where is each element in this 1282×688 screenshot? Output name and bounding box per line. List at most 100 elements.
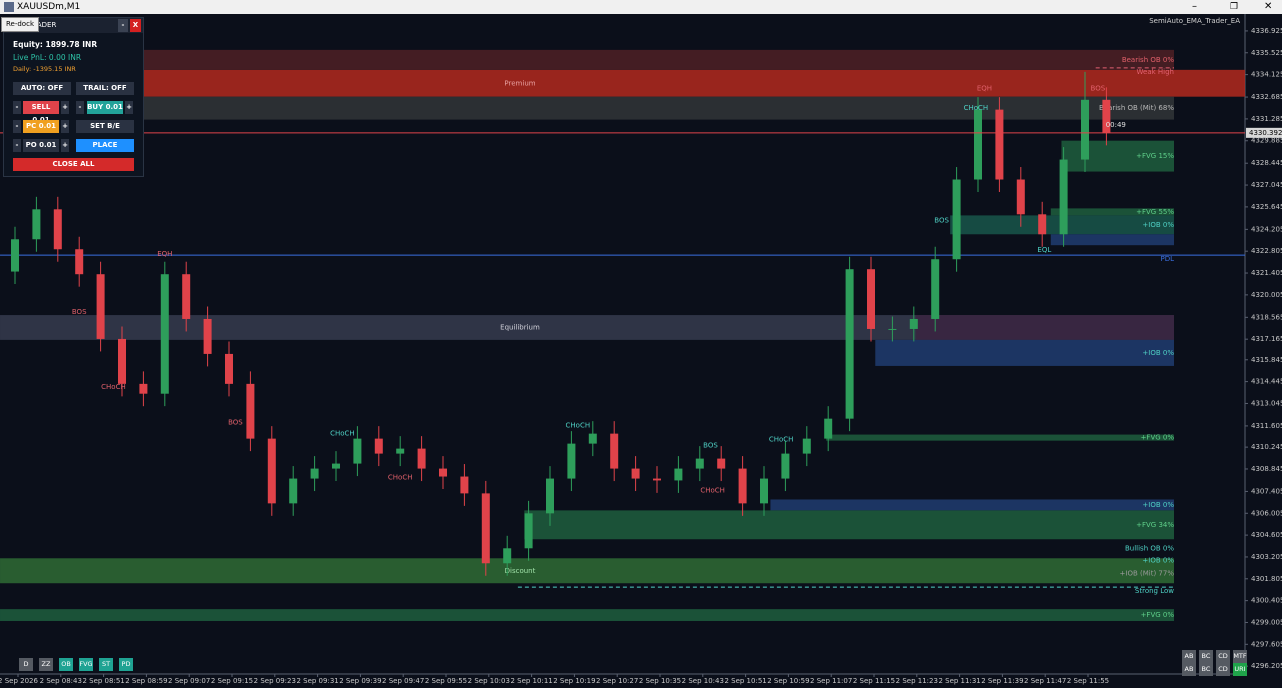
time-label: 2 Sep 10:11 [510, 677, 552, 685]
zone [770, 499, 1174, 511]
pc-minus[interactable]: - [13, 120, 21, 133]
candle-body [610, 433, 619, 469]
price-tick-label: 4328.445 [1251, 159, 1282, 167]
level-label: Strong Low [1135, 587, 1174, 595]
trail-button[interactable]: TRAIL: OFF [76, 82, 134, 95]
po-button[interactable]: PO 0.01 [23, 139, 59, 152]
candle-body [225, 353, 233, 384]
toolbar-button[interactable]: MTF [1233, 650, 1247, 663]
zone-label: +IOB 0% [1142, 221, 1174, 229]
price-tick-label: 4306.005 [1251, 509, 1282, 517]
close-all-button[interactable]: CLOSE ALL [13, 158, 134, 171]
price-tick-label: 4297.605 [1251, 640, 1282, 648]
time-label: 2 Sep 10:19 [553, 677, 595, 685]
toolbar-button[interactable]: ZZ [39, 658, 53, 671]
buy-minus[interactable]: - [76, 101, 84, 114]
candle-body [1081, 99, 1089, 160]
price-tick-label: 4299.005 [1251, 618, 1282, 626]
pc-plus[interactable]: + [61, 120, 69, 133]
zone-label: Bearish OB 0% [1122, 56, 1175, 64]
candle-body [888, 328, 897, 330]
structure-label: EQH [157, 250, 172, 258]
sell-minus[interactable]: - [13, 101, 21, 114]
zone [0, 609, 1174, 621]
area [0, 558, 1174, 584]
pc-button[interactable]: PC 0.01 [23, 120, 59, 133]
price-tick-label: 4327.045 [1251, 181, 1282, 189]
price-tick-label: 4296.205 [1251, 662, 1282, 670]
zone [139, 49, 1174, 70]
sell-button[interactable]: SELL 0.01 [23, 101, 59, 124]
po-minus[interactable]: - [13, 139, 21, 152]
candle-body [289, 478, 298, 504]
redock-button[interactable]: Re-dock [1, 17, 39, 32]
zone-label: +FVG 55% [1136, 208, 1174, 216]
toolbar-button[interactable]: OB [59, 658, 73, 671]
candle-body [374, 438, 383, 454]
price-tick-label: 4336.925 [1251, 27, 1282, 35]
zone-label: +FVG 15% [1136, 152, 1174, 160]
zone [139, 96, 1174, 120]
level-label: +IOB 0% [1142, 556, 1174, 564]
daily-pnl: Daily: -1395.15 INR [13, 65, 76, 73]
candle-body [1059, 159, 1068, 235]
restore-window[interactable]: ❐ [1230, 2, 1239, 12]
time-label: 2 Sep 09:31 [296, 677, 338, 685]
zone [1050, 208, 1174, 216]
price-tick-label: 4335.525 [1251, 49, 1282, 57]
toolbar-button[interactable]: AB [1182, 650, 1196, 663]
app-icon [4, 2, 14, 12]
candle-body [310, 468, 319, 479]
candle-body [674, 468, 683, 481]
minimize-panel[interactable]: - [118, 19, 128, 32]
price-tick-label: 4311.605 [1251, 422, 1282, 430]
toolbar-button[interactable]: FVG [79, 658, 93, 671]
time-label: 2 Sep 2026 [0, 677, 38, 685]
place-button[interactable]: PLACE [76, 139, 134, 152]
close-panel[interactable]: X [130, 19, 141, 32]
candle-body [246, 383, 255, 439]
candle-body [32, 209, 41, 240]
candle-body [1102, 99, 1111, 133]
ea-name: SemiAuto_EMA_Trader_EA [1149, 17, 1240, 25]
toolbar-button[interactable]: URI [1233, 663, 1247, 676]
auto-button[interactable]: AUTO: OFF [13, 82, 71, 95]
time-label: 2 Sep 10:59 [767, 677, 809, 685]
structure-label: BOS [228, 419, 243, 427]
time-label: 2 Sep 09:47 [382, 677, 424, 685]
zone-label: +IOB 0% [1142, 349, 1174, 357]
sell-plus[interactable]: + [61, 101, 69, 114]
set-be-button[interactable]: SET B/E [76, 120, 134, 133]
time-label: 2 Sep 10:27 [596, 677, 638, 685]
candle-body [96, 274, 105, 339]
structure-label: BOS [934, 216, 949, 224]
buy-button[interactable]: BUY 0.01 [87, 101, 123, 114]
toolbar-button[interactable]: BC [1199, 663, 1213, 676]
trader-panel: TRADER Re-dock - X Equity: 1899.78 INR L… [1, 17, 144, 177]
buy-plus[interactable]: + [125, 101, 133, 114]
toolbar-button[interactable]: PD [119, 658, 133, 671]
candle-body [396, 448, 405, 454]
area [139, 69, 1245, 97]
toolbar-button[interactable]: CD [1216, 663, 1230, 676]
toolbar-button[interactable]: BC [1199, 650, 1213, 663]
area-label: Discount [505, 567, 536, 575]
candle-body [460, 476, 469, 494]
po-plus[interactable]: + [61, 139, 69, 152]
time-label: 2 Sep 10:43 [682, 677, 724, 685]
toolbar-button[interactable]: AB [1182, 663, 1196, 676]
close-window[interactable]: ✕ [1264, 1, 1273, 12]
toolbar-button[interactable]: CD [1216, 650, 1230, 663]
candle-body [695, 458, 704, 469]
candle-body [760, 478, 768, 504]
candle-body [845, 269, 854, 419]
structure-label: CHoCH [700, 486, 725, 494]
minimize-window[interactable]: – [1192, 1, 1197, 12]
toolbar-button[interactable]: ST [99, 658, 113, 671]
candle-body [931, 259, 940, 319]
time-label: 2 Sep 08:59 [125, 677, 167, 685]
toolbar-button[interactable]: D [19, 658, 33, 671]
price-tick-label: 4321.405 [1251, 269, 1282, 277]
time-label: 2 Sep 10:35 [639, 677, 681, 685]
level-label: Bullish OB 0% [1125, 544, 1174, 552]
